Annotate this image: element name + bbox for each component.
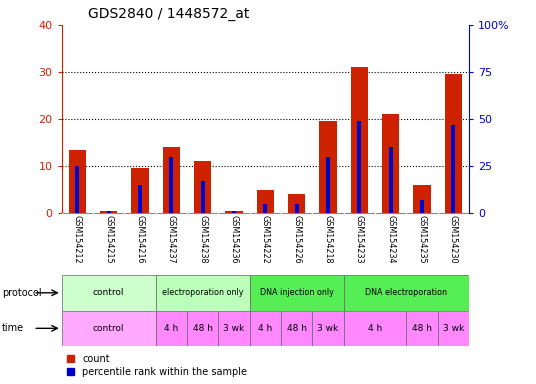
Text: 4 h: 4 h — [258, 324, 272, 333]
Bar — [69, 150, 86, 213]
Text: GSM154237: GSM154237 — [167, 215, 176, 263]
Text: GSM154238: GSM154238 — [198, 215, 207, 263]
Bar — [445, 74, 462, 213]
Bar — [389, 147, 392, 213]
Bar — [288, 194, 306, 213]
Text: GSM154212: GSM154212 — [73, 215, 82, 263]
Text: GSM154235: GSM154235 — [418, 215, 427, 263]
Bar — [163, 147, 180, 213]
Text: 48 h: 48 h — [192, 324, 213, 333]
Bar — [201, 181, 205, 213]
Text: GSM154222: GSM154222 — [261, 215, 270, 264]
Text: 3 wk: 3 wk — [224, 324, 244, 333]
Text: control: control — [93, 324, 124, 333]
Bar — [382, 114, 399, 213]
Text: GSM154215: GSM154215 — [104, 215, 113, 263]
Bar — [438, 311, 469, 346]
Text: control: control — [93, 288, 124, 297]
Bar — [138, 185, 142, 213]
Text: GDS2840 / 1448572_at: GDS2840 / 1448572_at — [88, 7, 250, 21]
Bar — [263, 204, 267, 213]
Text: 4 h: 4 h — [368, 324, 382, 333]
Bar — [62, 275, 155, 311]
Bar — [155, 311, 187, 346]
Text: electroporation only: electroporation only — [162, 288, 243, 297]
Bar — [169, 157, 173, 213]
Bar — [250, 311, 281, 346]
Bar — [295, 204, 299, 213]
Text: GSM154234: GSM154234 — [386, 215, 395, 263]
Bar — [451, 125, 455, 213]
Bar — [225, 211, 243, 213]
Text: 3 wk: 3 wk — [317, 324, 339, 333]
Bar — [100, 211, 117, 213]
Bar — [326, 157, 330, 213]
Text: DNA injection only: DNA injection only — [260, 288, 333, 297]
Bar — [312, 311, 344, 346]
Bar — [344, 311, 406, 346]
Bar — [358, 121, 361, 213]
Text: 3 wk: 3 wk — [443, 324, 464, 333]
Bar — [257, 190, 274, 213]
Bar — [281, 311, 312, 346]
Text: GSM154226: GSM154226 — [292, 215, 301, 263]
Text: GSM154236: GSM154236 — [229, 215, 239, 263]
Bar — [155, 275, 250, 311]
Text: GSM154218: GSM154218 — [324, 215, 332, 263]
Text: 48 h: 48 h — [287, 324, 307, 333]
Bar — [131, 169, 148, 213]
Bar — [194, 161, 211, 213]
Text: time: time — [2, 323, 24, 333]
Bar — [351, 67, 368, 213]
Bar — [232, 211, 236, 213]
Legend: count, percentile rank within the sample: count, percentile rank within the sample — [66, 354, 247, 377]
Text: protocol: protocol — [2, 288, 42, 298]
Bar — [420, 200, 424, 213]
Text: GSM154233: GSM154233 — [355, 215, 364, 263]
Text: DNA electroporation: DNA electroporation — [366, 288, 448, 297]
Bar — [344, 275, 469, 311]
Text: 48 h: 48 h — [412, 324, 432, 333]
Text: GSM154230: GSM154230 — [449, 215, 458, 263]
Bar — [250, 275, 344, 311]
Text: GSM154216: GSM154216 — [136, 215, 145, 263]
Text: 4 h: 4 h — [164, 324, 178, 333]
Bar — [76, 166, 79, 213]
Bar — [406, 311, 438, 346]
Bar — [218, 311, 250, 346]
Bar — [187, 311, 218, 346]
Bar — [413, 185, 430, 213]
Bar — [62, 311, 155, 346]
Bar — [319, 121, 337, 213]
Bar — [107, 211, 110, 213]
